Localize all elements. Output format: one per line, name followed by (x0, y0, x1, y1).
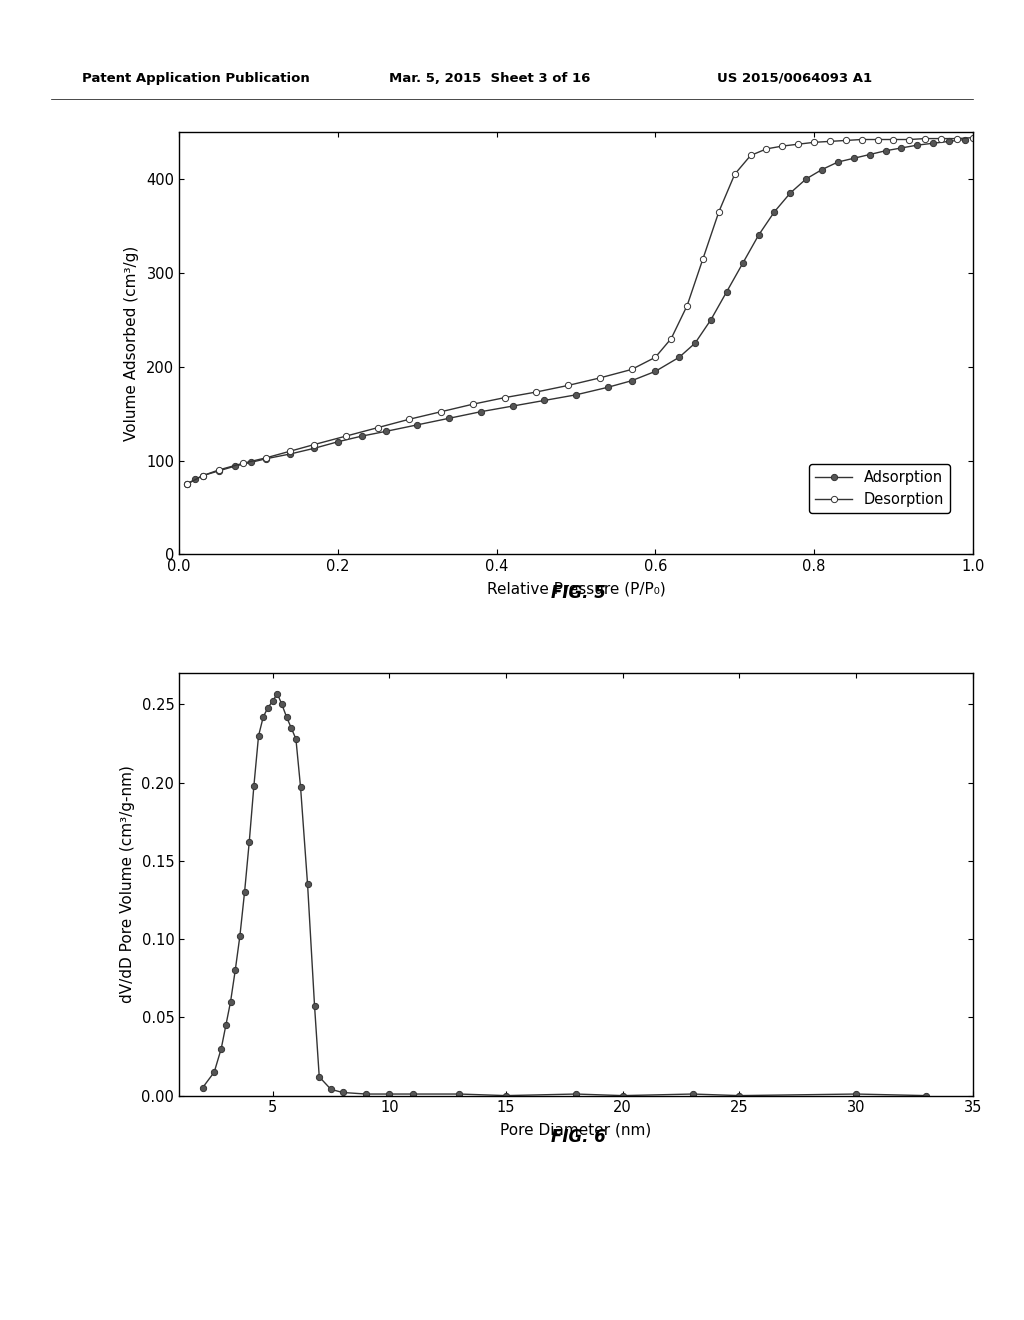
Desorption (840, 132, 852, 148)
Adsorption (958, 132, 971, 148)
Desorption (823, 133, 836, 149)
Desorption (340, 428, 352, 444)
Line: Desorption: Desorption (184, 135, 976, 487)
Adsorption (649, 363, 662, 379)
Desorption (562, 378, 574, 393)
Desorption (776, 139, 788, 154)
Desorption (594, 370, 606, 385)
Adsorption (506, 399, 518, 414)
Desorption (920, 131, 932, 147)
Desorption (681, 298, 693, 314)
Desorption (871, 132, 884, 148)
Adsorption (181, 477, 194, 492)
Desorption (308, 437, 321, 453)
Desorption (626, 362, 638, 378)
Desorption (792, 136, 804, 152)
Adsorption (800, 172, 812, 187)
Adsorption (626, 372, 638, 388)
Desorption (728, 166, 740, 182)
Desorption (403, 412, 416, 428)
Adsorption (927, 136, 939, 152)
Y-axis label: Volume Adsorbed (cm³/g): Volume Adsorbed (cm³/g) (124, 246, 139, 441)
Desorption (213, 462, 225, 478)
Adsorption (260, 450, 272, 466)
Adsorption (673, 350, 685, 366)
Desorption (499, 389, 511, 405)
Adsorption (474, 404, 487, 420)
Text: US 2015/0064093 A1: US 2015/0064093 A1 (717, 71, 871, 84)
Desorption (808, 135, 820, 150)
Adsorption (197, 467, 209, 483)
X-axis label: Pore Diameter (nm): Pore Diameter (nm) (501, 1122, 651, 1138)
Adsorption (411, 417, 424, 433)
Adsorption (784, 185, 797, 201)
Adsorption (245, 454, 257, 470)
Adsorption (539, 392, 551, 408)
Adsorption (768, 203, 780, 219)
Adsorption (705, 312, 717, 327)
Desorption (855, 132, 867, 148)
Adsorption (721, 284, 733, 300)
Desorption (530, 384, 543, 400)
Desorption (950, 131, 963, 147)
Desorption (435, 404, 447, 420)
Desorption (649, 350, 662, 366)
Adsorption (188, 471, 201, 487)
Adsorption (880, 143, 892, 158)
Adsorption (911, 137, 924, 153)
Adsorption (332, 434, 344, 450)
Desorption (887, 132, 899, 148)
Adsorption (943, 133, 955, 149)
Adsorption (736, 256, 749, 272)
Text: Patent Application Publication: Patent Application Publication (82, 71, 309, 84)
Desorption (744, 148, 757, 164)
Adsorption (863, 147, 876, 162)
Adsorption (689, 335, 701, 351)
Adsorption (831, 154, 844, 170)
Desorption (284, 444, 297, 459)
Adsorption (569, 387, 582, 403)
Adsorption (816, 161, 828, 177)
Line: Adsorption: Adsorption (184, 136, 968, 487)
Desorption (903, 132, 915, 148)
Desorption (760, 141, 772, 157)
Desorption (713, 203, 725, 219)
Adsorption (601, 379, 613, 395)
Adsorption (355, 428, 368, 444)
X-axis label: Relative Pressure (P/P₀): Relative Pressure (P/P₀) (486, 581, 666, 597)
Adsorption (753, 227, 765, 243)
Text: FIG. 6: FIG. 6 (551, 1127, 606, 1146)
Adsorption (228, 458, 241, 474)
Desorption (967, 129, 979, 145)
Adsorption (379, 424, 391, 440)
Desorption (467, 396, 479, 412)
Desorption (666, 330, 678, 346)
Adsorption (895, 140, 907, 156)
Desorption (260, 450, 272, 466)
Desorption (696, 251, 709, 267)
Text: FIG. 5: FIG. 5 (551, 583, 606, 602)
Adsorption (308, 441, 321, 457)
Y-axis label: dV/dD Pore Volume (cm³/g-nm): dV/dD Pore Volume (cm³/g-nm) (120, 766, 134, 1003)
Adsorption (848, 150, 860, 166)
Text: Mar. 5, 2015  Sheet 3 of 16: Mar. 5, 2015 Sheet 3 of 16 (389, 71, 591, 84)
Desorption (181, 477, 194, 492)
Adsorption (284, 446, 297, 462)
Desorption (935, 131, 947, 147)
Desorption (237, 455, 249, 471)
Desorption (197, 467, 209, 483)
Desorption (372, 420, 384, 436)
Legend: Adsorption, Desorption: Adsorption, Desorption (809, 465, 949, 513)
Adsorption (213, 463, 225, 479)
Adsorption (442, 411, 455, 426)
